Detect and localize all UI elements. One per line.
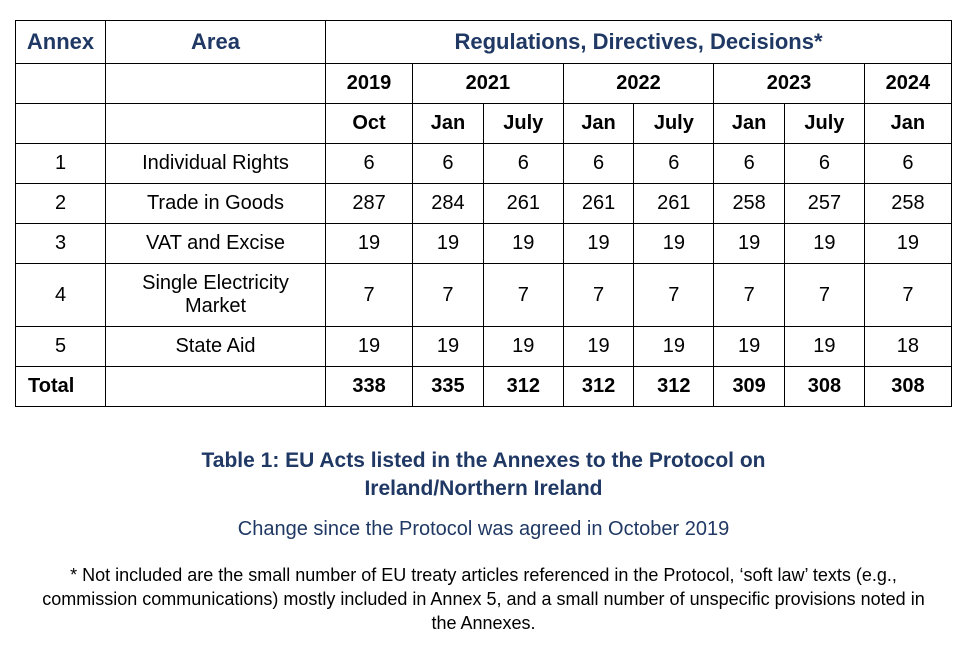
header-empty (106, 64, 326, 104)
header-empty (16, 104, 106, 144)
cell-area: Single Electricity Market (106, 264, 326, 327)
header-annex: Annex (16, 21, 106, 64)
total-value: 309 (714, 367, 785, 407)
cell-value: 6 (413, 144, 484, 184)
cell-annex: 4 (16, 264, 106, 327)
cell-value: 7 (326, 264, 413, 327)
month: Jan (563, 104, 634, 144)
month: Oct (326, 104, 413, 144)
cell-value: 19 (563, 327, 634, 367)
cell-area: VAT and Excise (106, 224, 326, 264)
cell-value: 7 (785, 264, 865, 327)
cell-value: 19 (714, 327, 785, 367)
cell-annex: 3 (16, 224, 106, 264)
header-regs: Regulations, Directives, Decisions* (326, 21, 952, 64)
cell-value: 6 (634, 144, 714, 184)
cell-value: 7 (634, 264, 714, 327)
cell-annex: 2 (16, 184, 106, 224)
cell-annex: 1 (16, 144, 106, 184)
total-value: 312 (483, 367, 563, 407)
month: July (634, 104, 714, 144)
cell-area: Trade in Goods (106, 184, 326, 224)
total-value: 312 (563, 367, 634, 407)
cell-value: 19 (714, 224, 785, 264)
cell-value: 6 (563, 144, 634, 184)
cell-value: 19 (634, 224, 714, 264)
cell-area: Individual Rights (106, 144, 326, 184)
table-row: 1 Individual Rights 6 6 6 6 6 6 6 6 (16, 144, 952, 184)
cell-value: 258 (864, 184, 951, 224)
cell-value: 6 (326, 144, 413, 184)
cell-value: 7 (714, 264, 785, 327)
header-row-months: Oct Jan July Jan July Jan July Jan (16, 104, 952, 144)
cell-value: 6 (714, 144, 785, 184)
cell-value: 19 (563, 224, 634, 264)
header-empty (16, 64, 106, 104)
table-caption-title: Table 1: EU Acts listed in the Annexes t… (134, 447, 834, 504)
year-2022: 2022 (563, 64, 714, 104)
year-2021: 2021 (413, 64, 564, 104)
cell-annex: 5 (16, 327, 106, 367)
header-area: Area (106, 21, 326, 64)
table-row: 3 VAT and Excise 19 19 19 19 19 19 19 19 (16, 224, 952, 264)
cell-value: 7 (864, 264, 951, 327)
total-empty (106, 367, 326, 407)
cell-value: 257 (785, 184, 865, 224)
cell-value: 6 (483, 144, 563, 184)
total-label: Total (16, 367, 106, 407)
cell-value: 19 (634, 327, 714, 367)
table-caption-subtitle: Change since the Protocol was agreed in … (15, 518, 952, 541)
cell-value: 18 (864, 327, 951, 367)
cell-value: 19 (483, 327, 563, 367)
month: July (785, 104, 865, 144)
total-value: 338 (326, 367, 413, 407)
table-row: 5 State Aid 19 19 19 19 19 19 19 18 (16, 327, 952, 367)
cell-value: 261 (483, 184, 563, 224)
cell-value: 261 (634, 184, 714, 224)
cell-value: 287 (326, 184, 413, 224)
table-total-row: Total 338 335 312 312 312 309 308 308 (16, 367, 952, 407)
cell-value: 258 (714, 184, 785, 224)
cell-value: 7 (483, 264, 563, 327)
cell-value: 7 (563, 264, 634, 327)
header-row-years: 2019 2021 2022 2023 2024 (16, 64, 952, 104)
total-value: 308 (864, 367, 951, 407)
eu-acts-table: Annex Area Regulations, Directives, Deci… (15, 20, 952, 407)
cell-value: 7 (413, 264, 484, 327)
table-footnote: * Not included are the small number of E… (34, 563, 934, 636)
cell-area: State Aid (106, 327, 326, 367)
total-value: 308 (785, 367, 865, 407)
cell-value: 6 (864, 144, 951, 184)
year-2024: 2024 (864, 64, 951, 104)
table-row: 4 Single Electricity Market 7 7 7 7 7 7 … (16, 264, 952, 327)
total-value: 312 (634, 367, 714, 407)
total-value: 335 (413, 367, 484, 407)
month: Jan (714, 104, 785, 144)
cell-value: 19 (326, 224, 413, 264)
cell-value: 284 (413, 184, 484, 224)
cell-value: 19 (413, 327, 484, 367)
month: Jan (413, 104, 484, 144)
cell-value: 19 (864, 224, 951, 264)
cell-value: 261 (563, 184, 634, 224)
cell-value: 19 (785, 327, 865, 367)
header-row-main: Annex Area Regulations, Directives, Deci… (16, 21, 952, 64)
month: Jan (864, 104, 951, 144)
cell-value: 6 (785, 144, 865, 184)
month: July (483, 104, 563, 144)
cell-value: 19 (483, 224, 563, 264)
cell-value: 19 (413, 224, 484, 264)
cell-value: 19 (326, 327, 413, 367)
year-2019: 2019 (326, 64, 413, 104)
year-2023: 2023 (714, 64, 865, 104)
table-row: 2 Trade in Goods 287 284 261 261 261 258… (16, 184, 952, 224)
cell-value: 19 (785, 224, 865, 264)
header-empty (106, 104, 326, 144)
